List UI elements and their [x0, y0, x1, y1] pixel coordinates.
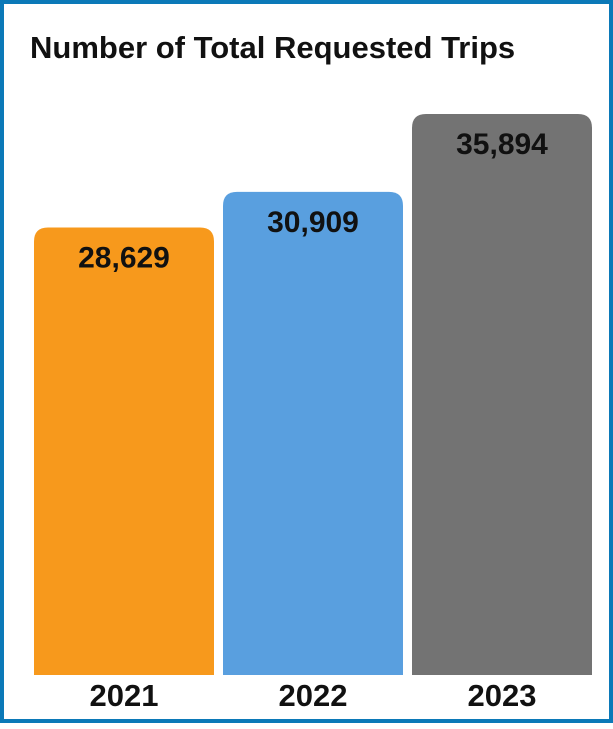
bar-2022: [223, 191, 403, 675]
value-label-2021: 28,629: [78, 242, 170, 275]
x-tick-label-2023: 2023: [468, 678, 537, 713]
bar-2021: [34, 227, 214, 676]
value-label-2022: 30,909: [267, 206, 359, 239]
value-label-2023: 35,894: [456, 128, 548, 161]
value-labels-group: 28,629 30,909 35,894: [78, 128, 548, 275]
x-tick-label-2022: 2022: [279, 678, 348, 713]
x-tick-label-2021: 2021: [90, 678, 159, 713]
x-tick-labels-group: 2021 2022 2023: [90, 678, 537, 713]
bar-2023: [412, 114, 592, 675]
bars-group: [34, 114, 592, 676]
chart-title: Number of Total Requested Trips: [30, 30, 516, 65]
